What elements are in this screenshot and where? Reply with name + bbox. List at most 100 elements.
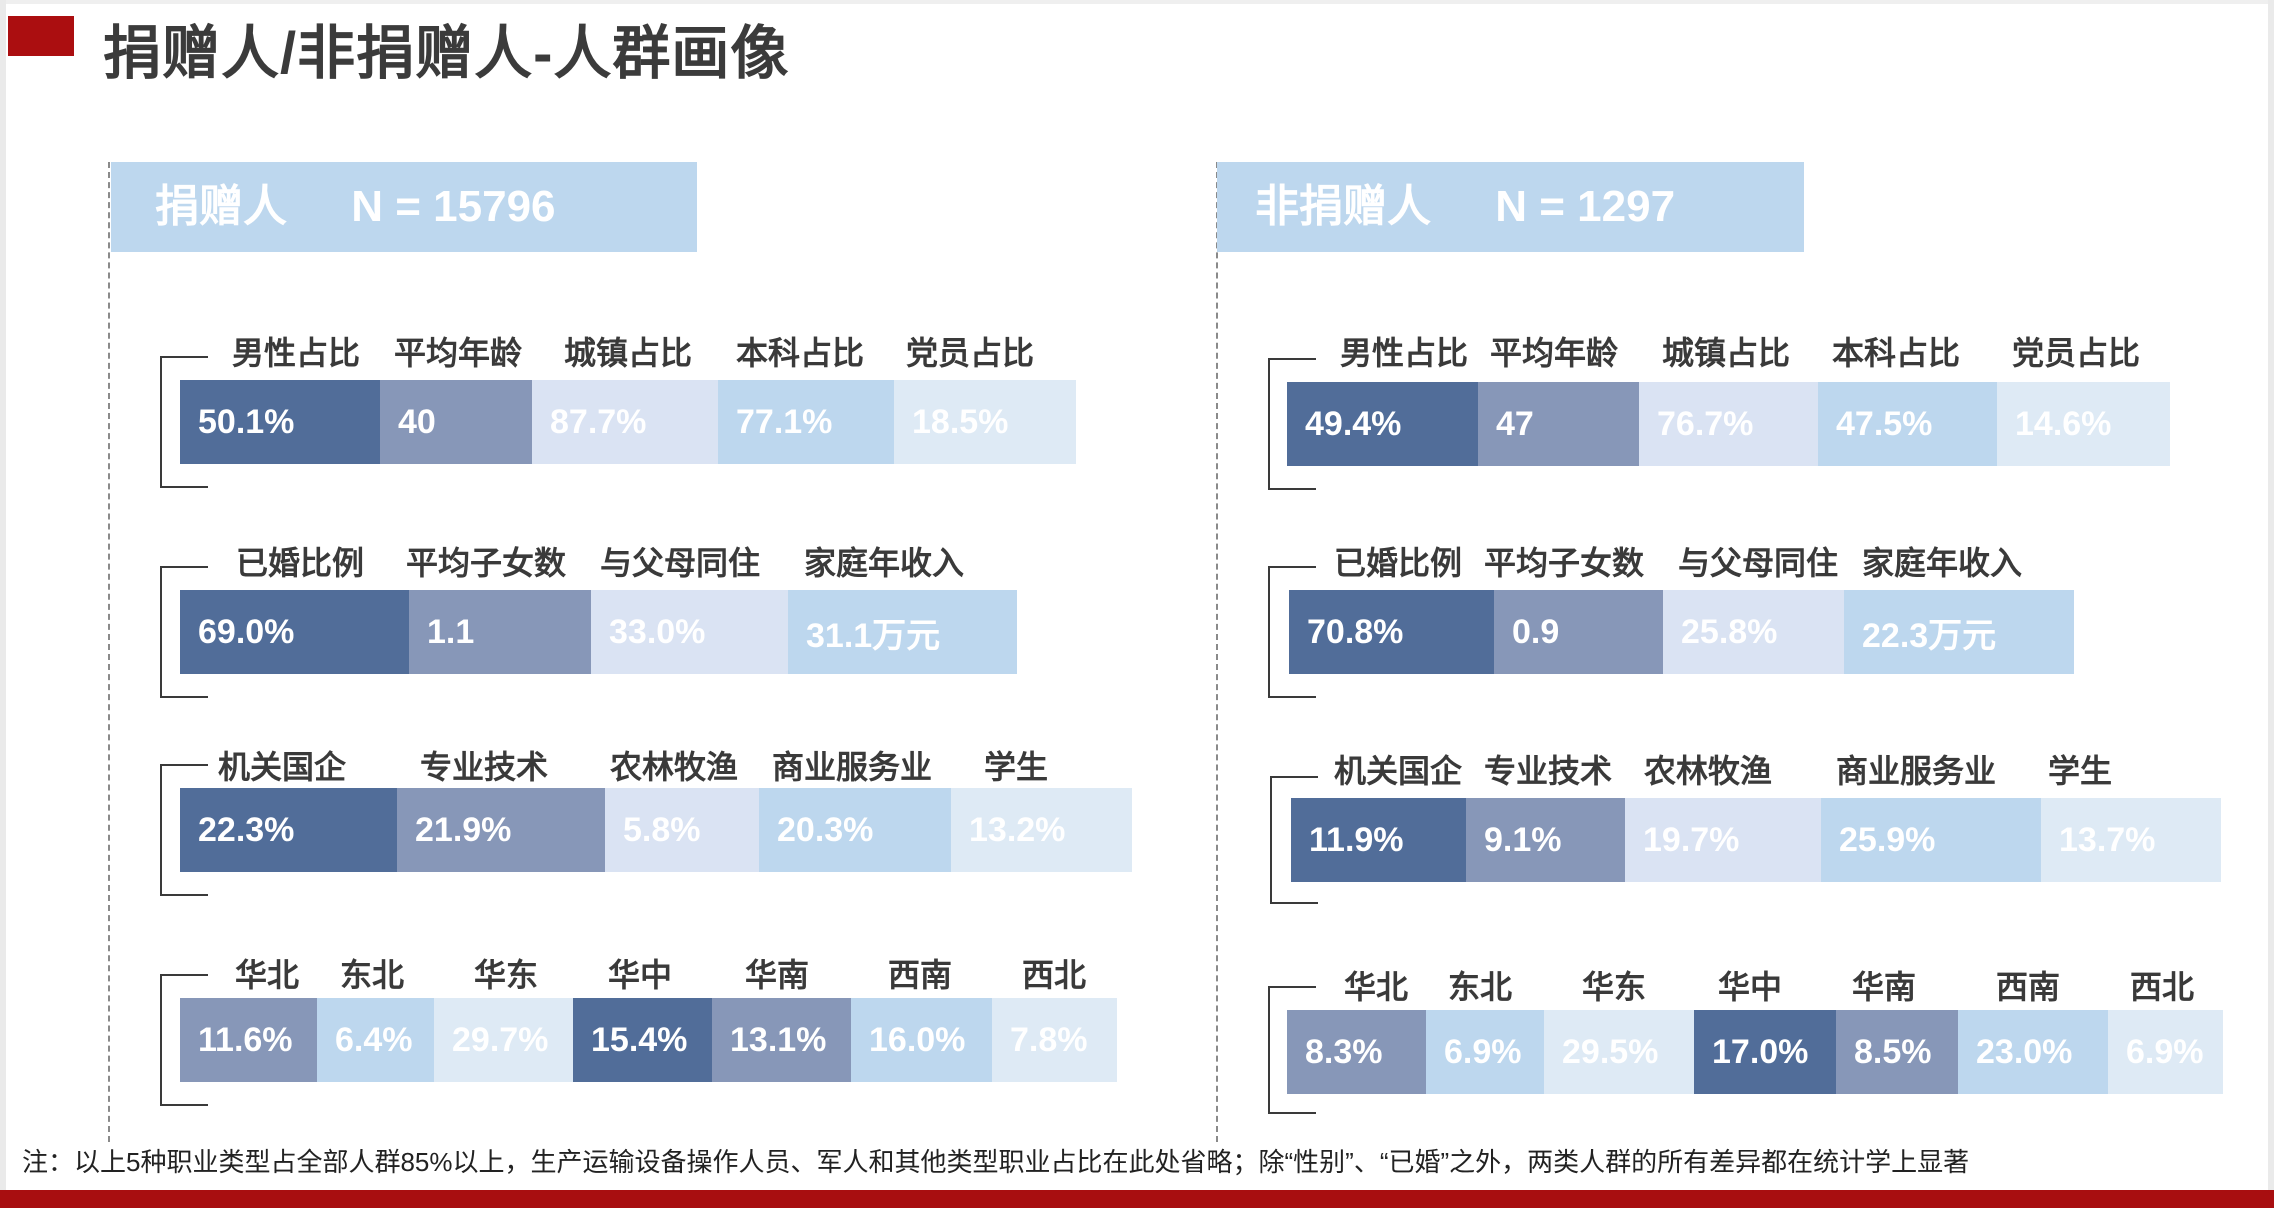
donor-row-3-segment-4: 20.3%: [759, 788, 951, 872]
donor-sample-size: N = 15796: [351, 182, 556, 231]
donor-row-3-label-3: 农林牧渔: [610, 749, 739, 785]
donor-row-1-label-1: 男性占比: [232, 335, 361, 371]
nondonor-row-2-segment-1: 70.8%: [1289, 590, 1494, 674]
donor-row-1-segment-2: 40: [380, 380, 532, 464]
nondonor-row-3-label-1: 机关国企: [1334, 753, 1463, 789]
donor-row-3-label-4: 商业服务业: [772, 749, 933, 785]
nondonor-row-2-segment-3: 25.8%: [1663, 590, 1844, 674]
donor-row-1-label-5: 党员占比: [906, 335, 1035, 371]
donor-row-2-label-1: 已婚比例: [236, 545, 365, 581]
donor-row-1-segment-5: 18.5%: [894, 380, 1076, 464]
donor-row-2-segment-4: 31.1万元: [788, 590, 1017, 674]
donor-row-4-label-1: 华北: [235, 957, 300, 993]
donor-row-4-label-6: 西南: [888, 957, 953, 993]
panel-divider-right: [1216, 162, 1218, 1142]
nondonor-row-3-label-4: 商业服务业: [1836, 753, 1997, 789]
nondonor-row-1-segment-5: 14.6%: [1997, 382, 2170, 466]
nondonor-row-4-bracket: [1268, 986, 1316, 1114]
donor-row-2-bar: 69.0% 1.1 33.0% 31.1万元: [180, 590, 1017, 674]
nondonor-row-4-segment-2: 6.9%: [1426, 1010, 1544, 1094]
nondonor-row-3-segment-4: 25.9%: [1821, 798, 2041, 882]
donor-row-1-segment-3: 87.7%: [532, 380, 718, 464]
donor-row-4-label-2: 东北: [340, 957, 405, 993]
page-title: 捐赠人/非捐赠人-人群画像: [103, 21, 790, 86]
nondonor-row-1-segment-3: 76.7%: [1639, 382, 1818, 466]
nondonor-row-2-label-2: 平均子女数: [1484, 545, 1645, 581]
nondonor-group-label: 非捐赠人: [1255, 182, 1431, 231]
donor-row-4-segment-1: 11.6%: [180, 998, 317, 1082]
nondonor-row-4-segment-5: 8.5%: [1836, 1010, 1958, 1094]
nondonor-row-4-segment-1: 8.3%: [1287, 1010, 1426, 1094]
nondonor-row-2-segment-4: 22.3万元: [1844, 590, 2074, 674]
footer-bar: [0, 1190, 2274, 1208]
slide-left-border: [0, 0, 6, 1208]
donor-row-1-bar: 50.1% 40 87.7% 77.1% 18.5%: [180, 380, 1076, 464]
nondonor-row-1-segment-4: 47.5%: [1818, 382, 1997, 466]
nondonor-row-4-label-6: 西南: [1996, 969, 2061, 1005]
donor-row-4-segment-4: 15.4%: [573, 998, 712, 1082]
donor-row-3-segment-5: 13.2%: [951, 788, 1132, 872]
nondonor-row-1-segment-1: 49.4%: [1287, 382, 1478, 466]
nondonor-row-4-label-4: 华中: [1718, 969, 1783, 1005]
donor-row-4-label-5: 华南: [745, 957, 810, 993]
donor-row-2-label-4: 家庭年收入: [804, 545, 965, 581]
donor-row-2-label-3: 与父母同住: [600, 545, 761, 581]
nondonor-row-3-segment-5: 13.7%: [2041, 798, 2221, 882]
donor-row-2-segment-1: 69.0%: [180, 590, 409, 674]
donor-row-4-segment-6: 16.0%: [851, 998, 992, 1082]
nondonor-row-1-bracket: [1268, 358, 1316, 490]
donor-row-4-segment-5: 13.1%: [712, 998, 851, 1082]
donor-row-1-label-2: 平均年龄: [394, 335, 523, 371]
nondonor-row-2-bracket: [1268, 566, 1316, 698]
donor-row-3-label-2: 专业技术: [420, 749, 549, 785]
donor-row-1-label-4: 本科占比: [736, 335, 865, 371]
nondonor-row-3-label-3: 农林牧渔: [1644, 753, 1773, 789]
nondonor-row-4-segment-7: 6.9%: [2108, 1010, 2223, 1094]
nondonor-row-3-segment-2: 9.1%: [1466, 798, 1625, 882]
donor-row-4-label-7: 西北: [1022, 957, 1087, 993]
donor-row-3-segment-1: 22.3%: [180, 788, 397, 872]
panel-divider-left: [108, 162, 110, 1142]
donor-row-4-bracket: [160, 974, 208, 1106]
nondonor-row-4-label-5: 华南: [1852, 969, 1917, 1005]
donor-row-1-bracket: [160, 356, 208, 488]
nondonor-row-3-bar: 11.9% 9.1% 19.7% 25.9% 13.7%: [1291, 798, 2221, 882]
donor-row-2-bracket: [160, 566, 208, 698]
nondonor-row-4-label-2: 东北: [1448, 969, 1513, 1005]
donor-row-4-segment-3: 29.7%: [434, 998, 573, 1082]
donor-row-1-label-3: 城镇占比: [564, 335, 693, 371]
nondonor-sample-size: N = 1297: [1495, 182, 1676, 231]
donor-row-3-label-1: 机关国企: [218, 749, 347, 785]
donor-row-4-label-3: 华东: [474, 957, 539, 993]
donor-row-2-label-2: 平均子女数: [406, 545, 567, 581]
nondonor-row-4-segment-6: 23.0%: [1958, 1010, 2108, 1094]
nondonor-row-3-segment-1: 11.9%: [1291, 798, 1466, 882]
nondonor-row-4-segment-4: 17.0%: [1694, 1010, 1836, 1094]
donor-row-3-segment-3: 5.8%: [605, 788, 759, 872]
nondonor-row-4-segment-3: 29.5%: [1544, 1010, 1694, 1094]
nondonor-row-3-label-5: 学生: [2048, 753, 2113, 789]
nondonor-row-2-bar: 70.8% 0.9 25.8% 22.3万元: [1289, 590, 2074, 674]
title-marker: [8, 16, 74, 56]
nondonor-row-4-label-1: 华北: [1344, 969, 1409, 1005]
donor-row-4-segment-2: 6.4%: [317, 998, 434, 1082]
nondonor-row-1-label-1: 男性占比: [1340, 335, 1469, 371]
nondonor-row-1-bar: 49.4% 47 76.7% 47.5% 14.6%: [1287, 382, 2170, 466]
nondonor-row-4-label-7: 西北: [2130, 969, 2195, 1005]
footnote: 注：以上5种职业类型占全部人群85%以上，生产运输设备操作人员、军人和其他类型职…: [22, 1147, 1970, 1177]
donor-row-1-segment-1: 50.1%: [180, 380, 380, 464]
nondonor-row-3-segment-3: 19.7%: [1625, 798, 1821, 882]
donor-panel-header: 捐赠人 N = 15796: [111, 162, 697, 252]
nondonor-row-2-label-1: 已婚比例: [1334, 545, 1463, 581]
donor-row-4-bar: 11.6% 6.4% 29.7% 15.4% 13.1% 16.0% 7.8%: [180, 998, 1117, 1082]
donor-row-1-segment-4: 77.1%: [718, 380, 894, 464]
donor-row-4-segment-7: 7.8%: [992, 998, 1117, 1082]
slide-right-border: [2268, 0, 2274, 1208]
nondonor-row-1-label-2: 平均年龄: [1490, 335, 1619, 371]
nondonor-row-2-label-3: 与父母同住: [1678, 545, 1839, 581]
donor-row-3-bar: 22.3% 21.9% 5.8% 20.3% 13.2%: [180, 788, 1132, 872]
nondonor-row-4-bar: 8.3% 6.9% 29.5% 17.0% 8.5% 23.0% 6.9%: [1287, 1010, 2223, 1094]
donor-row-4-label-4: 华中: [608, 957, 673, 993]
nondonor-row-1-label-5: 党员占比: [2012, 335, 2141, 371]
donor-group-label: 捐赠人: [155, 182, 287, 231]
